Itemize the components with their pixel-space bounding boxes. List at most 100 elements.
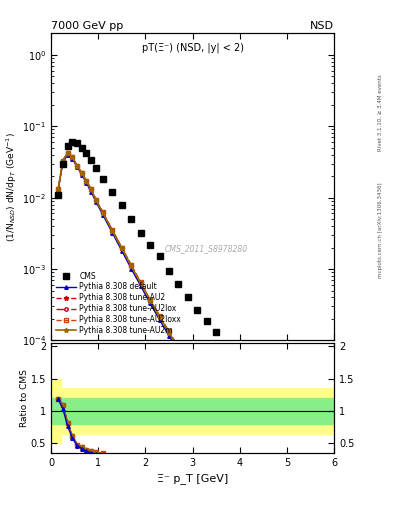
Text: mcplots.cern.ch [arXiv:1306.3436]: mcplots.cern.ch [arXiv:1306.3436]	[378, 183, 383, 278]
Pythia 8.308 tune-AU2loxx	[110, 227, 115, 233]
Pythia 8.308 default	[110, 230, 115, 236]
Pythia 8.308 tune-AU2lox	[185, 360, 190, 366]
Pythia 8.308 tune-AU2lox	[84, 178, 89, 184]
CMS	[138, 230, 143, 236]
Pythia 8.308 tune-AU2m	[261, 455, 266, 461]
Text: NSD: NSD	[310, 20, 334, 31]
Pythia 8.308 tune-AU2loxx	[204, 387, 209, 393]
Pythia 8.308 default	[308, 507, 313, 512]
Pythia 8.308 tune-AU2lox	[242, 435, 247, 441]
CMS	[79, 144, 84, 151]
Pythia 8.308 tune-AU2m	[84, 178, 89, 184]
Pythia 8.308 tune-AU2m	[101, 210, 105, 216]
Line: Pythia 8.308 default: Pythia 8.308 default	[57, 153, 336, 512]
Pythia 8.308 default	[285, 483, 289, 489]
Pythia 8.308 tune-AU2loxx	[308, 499, 313, 505]
Pythia 8.308 default	[233, 429, 237, 435]
Pythia 8.308 tune-AU2lox	[285, 477, 289, 483]
Pythia 8.308 tune-AU2lox	[204, 388, 209, 394]
Pythia 8.308 tune-AU2lox	[270, 464, 275, 470]
Pythia 8.308 tune-AU2loxx	[94, 197, 98, 203]
Pythia 8.308 tune-AU2	[110, 228, 115, 234]
Pythia 8.308 tune-AU2	[176, 346, 181, 352]
CMS	[56, 191, 61, 198]
CMS	[204, 317, 209, 324]
Pythia 8.308 tune-AU2lox	[223, 413, 228, 419]
Pythia 8.308 default	[101, 212, 105, 218]
Line: Pythia 8.308 tune-AU2: Pythia 8.308 tune-AU2	[56, 151, 336, 512]
Pythia 8.308 default	[157, 317, 162, 323]
Pythia 8.308 tune-AU2m	[94, 197, 98, 203]
Line: Pythia 8.308 tune-AU2m: Pythia 8.308 tune-AU2m	[56, 151, 336, 512]
Text: Rivet 3.1.10, ≥ 3.4M events: Rivet 3.1.10, ≥ 3.4M events	[378, 74, 383, 151]
CMS	[214, 329, 219, 335]
Pythia 8.308 default	[195, 378, 200, 385]
Pythia 8.308 tune-AU2m	[242, 436, 247, 442]
Pythia 8.308 tune-AU2	[157, 314, 162, 320]
Pythia 8.308 tune-AU2	[285, 479, 289, 485]
Pythia 8.308 tune-AU2lox	[61, 158, 65, 164]
Pythia 8.308 default	[214, 406, 219, 412]
Text: pT(Ξ⁻) (NSD, |y| < 2): pT(Ξ⁻) (NSD, |y| < 2)	[141, 42, 244, 53]
Pythia 8.308 tune-AU2	[79, 170, 84, 176]
Pythia 8.308 tune-AU2loxx	[261, 453, 266, 459]
CMS	[84, 150, 89, 156]
Text: 7000 GeV pp: 7000 GeV pp	[51, 20, 123, 31]
Pythia 8.308 tune-AU2	[89, 186, 94, 193]
CMS	[101, 176, 105, 182]
Pythia 8.308 tune-AU2lox	[148, 297, 152, 303]
CMS	[89, 157, 94, 163]
Pythia 8.308 tune-AU2	[138, 280, 143, 286]
Pythia 8.308 tune-AU2loxx	[270, 462, 275, 468]
Pythia 8.308 tune-AU2lox	[195, 374, 200, 380]
Pythia 8.308 tune-AU2	[223, 414, 228, 420]
Pythia 8.308 tune-AU2	[75, 163, 79, 169]
Pythia 8.308 tune-AU2loxx	[75, 163, 79, 169]
Pythia 8.308 default	[65, 152, 70, 158]
Pythia 8.308 tune-AU2	[65, 150, 70, 156]
Pythia 8.308 default	[148, 301, 152, 307]
Pythia 8.308 tune-AU2lox	[79, 170, 84, 176]
Pythia 8.308 tune-AU2m	[185, 361, 190, 367]
Pythia 8.308 tune-AU2lox	[308, 501, 313, 507]
Pythia 8.308 tune-AU2	[233, 426, 237, 432]
Y-axis label: Ratio to CMS: Ratio to CMS	[20, 369, 29, 427]
Pythia 8.308 tune-AU2m	[56, 186, 61, 193]
CMS	[157, 253, 162, 260]
Pythia 8.308 tune-AU2	[270, 466, 275, 472]
Pythia 8.308 tune-AU2m	[110, 228, 115, 234]
Pythia 8.308 default	[119, 248, 124, 254]
Pythia 8.308 tune-AU2loxx	[223, 413, 228, 419]
CMS	[242, 365, 247, 371]
Pythia 8.308 tune-AU2	[261, 456, 266, 462]
Pythia 8.308 tune-AU2m	[204, 389, 209, 395]
Pythia 8.308 tune-AU2loxx	[119, 245, 124, 251]
X-axis label: Ξ⁻ p_T [GeV]: Ξ⁻ p_T [GeV]	[157, 474, 228, 484]
Pythia 8.308 tune-AU2	[70, 154, 75, 160]
Y-axis label: (1/N$_{NSD}$) dN/dp$_T$ (GeV$^{-1}$): (1/N$_{NSD}$) dN/dp$_T$ (GeV$^{-1}$)	[5, 132, 19, 242]
Pythia 8.308 default	[185, 365, 190, 371]
Pythia 8.308 tune-AU2	[214, 402, 219, 408]
Pythia 8.308 tune-AU2lox	[94, 197, 98, 203]
Pythia 8.308 tune-AU2loxx	[285, 476, 289, 482]
CMS	[70, 139, 75, 145]
Pythia 8.308 tune-AU2	[308, 502, 313, 508]
Pythia 8.308 tune-AU2m	[70, 154, 75, 160]
Pythia 8.308 tune-AU2	[204, 389, 209, 395]
CMS	[185, 294, 190, 301]
Pythia 8.308 tune-AU2lox	[233, 424, 237, 431]
Pythia 8.308 tune-AU2lox	[119, 245, 124, 251]
Pythia 8.308 tune-AU2loxx	[138, 280, 143, 286]
Pythia 8.308 tune-AU2m	[308, 501, 313, 507]
Pythia 8.308 tune-AU2	[119, 245, 124, 251]
Pythia 8.308 default	[75, 164, 79, 170]
CMS	[75, 140, 79, 146]
Pythia 8.308 default	[94, 199, 98, 205]
Pythia 8.308 tune-AU2m	[285, 477, 289, 483]
Pythia 8.308 default	[242, 440, 247, 446]
Pythia 8.308 tune-AU2	[148, 297, 152, 304]
Pythia 8.308 tune-AU2m	[79, 170, 84, 176]
Pythia 8.308 tune-AU2loxx	[176, 344, 181, 350]
Pythia 8.308 default	[252, 451, 256, 457]
Pythia 8.308 default	[270, 470, 275, 476]
